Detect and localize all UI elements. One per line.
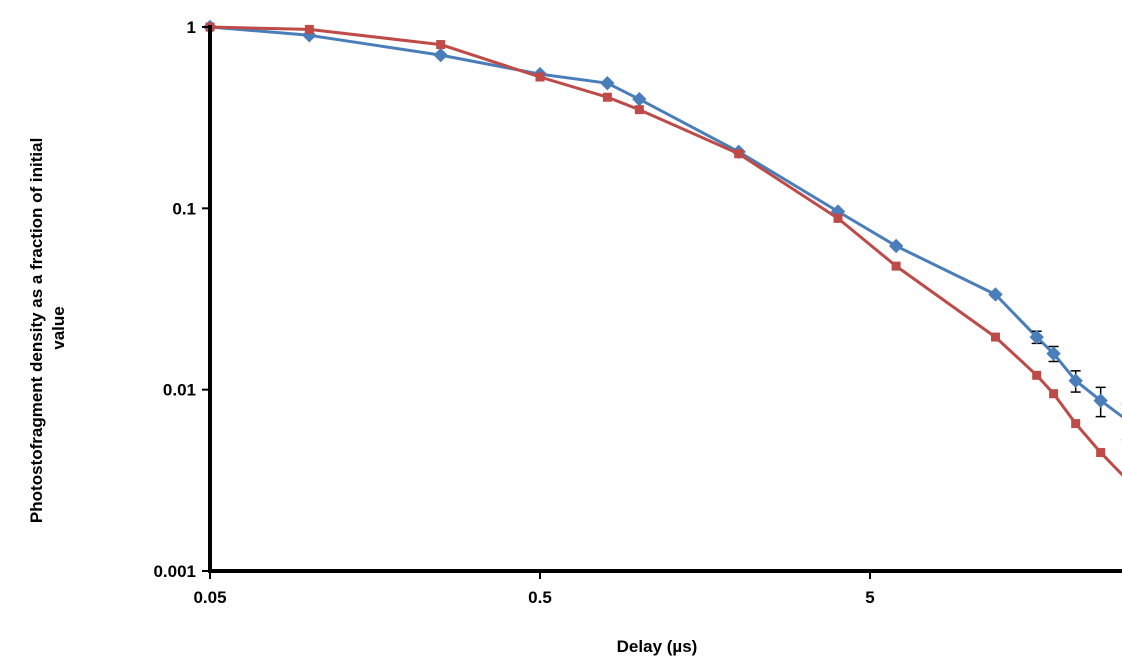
plot-area	[202, 19, 1122, 477]
data-point-diamond	[1029, 329, 1044, 345]
data-point-diamond	[988, 287, 1003, 302]
data-point-diamond	[600, 75, 615, 91]
data-point-square	[304, 24, 314, 34]
data-point-diamond	[1068, 373, 1083, 388]
data-point-diamond	[888, 238, 904, 254]
y-axis-title-line-1: Photostofragment density as a fraction o…	[27, 138, 46, 523]
series-2-line	[209, 25, 1122, 477]
data-point-diamond	[632, 91, 647, 107]
data-point-diamond	[1046, 346, 1061, 361]
x-tick-label: 0.5	[528, 588, 552, 607]
data-point-diamond	[433, 47, 448, 63]
y-tick-label: 1	[187, 18, 196, 37]
series-1-line	[209, 25, 1122, 419]
data-point-square	[436, 40, 446, 50]
x-tick-label: 5	[865, 588, 874, 607]
data-point-square	[535, 72, 545, 82]
x-axis: 0.05 0.5 5	[193, 569, 1122, 607]
y-tick-label: 0.001	[153, 562, 196, 581]
series-1	[202, 19, 1122, 441]
data-point-square	[602, 92, 612, 102]
data-point-diamond	[1093, 393, 1108, 408]
x-axis-title: Delay (µs)	[617, 637, 698, 656]
y-axis-title: Photostofragment density as a fraction o…	[27, 133, 68, 523]
data-point-square	[1032, 370, 1042, 380]
data-point-square	[833, 213, 843, 223]
data-point-square	[891, 261, 901, 271]
data-point-square	[1071, 419, 1081, 429]
data-point-square	[634, 105, 644, 115]
y-tick-label: 0.01	[163, 381, 196, 400]
y-axis: 1 0.1 0.01 0.001	[153, 18, 212, 581]
x-tick-label: 0.05	[193, 588, 226, 607]
data-point-square	[1049, 389, 1059, 399]
y-axis-title-line-2: value	[49, 306, 68, 349]
data-point-square	[990, 332, 1000, 342]
series-2	[205, 22, 1122, 477]
data-point-square	[734, 149, 744, 159]
data-point-square	[1096, 448, 1106, 458]
y-tick-label: 0.1	[172, 199, 196, 218]
